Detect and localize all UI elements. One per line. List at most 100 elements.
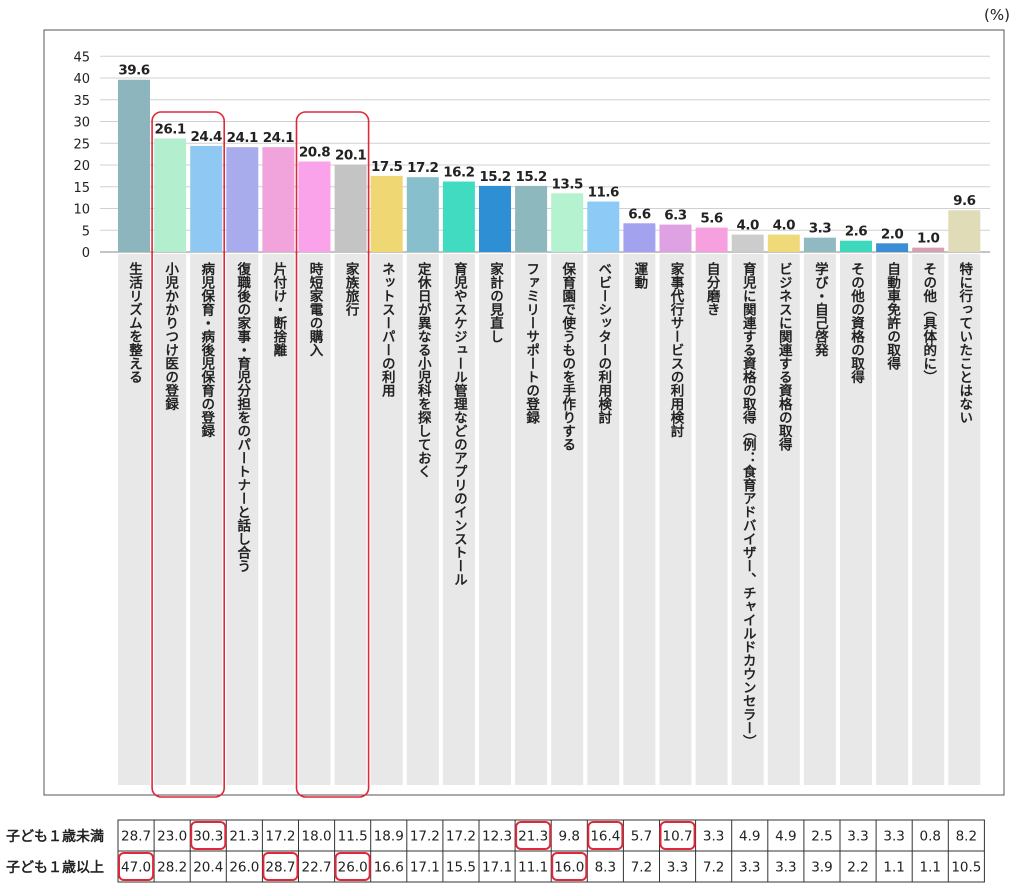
category-label-background	[876, 254, 909, 785]
bar-value-label: 24.4	[191, 129, 222, 145]
category-label-background	[551, 254, 584, 785]
category-label: 片付け・断捨離	[270, 262, 287, 357]
table-cell: 21.3	[229, 829, 259, 845]
category-label: 生活リズムを整える	[126, 262, 142, 384]
bar	[262, 147, 295, 252]
table-cell: 18.0	[302, 829, 332, 845]
category-label: 学び・自己啓発	[811, 262, 828, 357]
table-cell: 0.8	[920, 829, 941, 845]
bar-value-label: 39.6	[118, 63, 149, 79]
bar	[551, 193, 584, 252]
category-label-background	[623, 254, 656, 785]
category-label-background	[515, 254, 548, 785]
table-cell: 11.5	[338, 829, 368, 845]
category-label: 病児保育・病後児保育の登録	[198, 262, 215, 438]
category-label-background	[803, 254, 836, 785]
bar-value-label: 16.2	[443, 165, 474, 181]
category-label: 定休日が異なる小児科を探しておく	[414, 262, 431, 478]
bar	[912, 247, 945, 252]
bar	[370, 175, 403, 252]
category-label-background	[406, 254, 439, 785]
table-cell: 16.4	[590, 829, 620, 845]
table-cell: 2.2	[847, 860, 868, 876]
table-cell: 16.0	[554, 860, 584, 876]
category-label-background	[118, 254, 150, 785]
bar-value-label: 6.6	[628, 206, 651, 222]
bar	[948, 210, 981, 252]
category-label-background	[912, 254, 945, 785]
bar	[731, 234, 764, 252]
category-label: ビジネスに関連する資格の取得	[775, 262, 792, 451]
table-cell: 28.7	[265, 860, 295, 876]
bar-value-label: 24.1	[227, 130, 258, 146]
table-cell: 3.3	[847, 829, 868, 845]
category-label-background	[298, 254, 331, 785]
table-cell: 7.2	[631, 860, 652, 876]
category-label-background	[587, 254, 620, 785]
bar-value-label: 4.0	[736, 218, 759, 234]
bar	[154, 138, 187, 252]
category-label-background	[442, 254, 475, 785]
bar-value-label: 2.6	[845, 224, 868, 240]
table-cell: 17.2	[265, 829, 295, 845]
bar	[876, 243, 909, 252]
y-tick-label: 15	[73, 181, 90, 196]
bar-value-label: 15.2	[479, 169, 510, 185]
table-cell-highlight	[659, 821, 696, 850]
table-cell: 30.3	[193, 829, 223, 845]
bar	[118, 79, 150, 253]
category-label-background	[190, 254, 223, 785]
category-label-background	[767, 254, 800, 785]
category-label: 自分磨き	[703, 262, 720, 316]
bar-value-label: 20.1	[335, 148, 366, 164]
category-label-background	[370, 254, 403, 785]
table-cell: 47.0	[121, 860, 151, 876]
table-cell: 5.7	[631, 829, 652, 845]
bar-value-label: 9.6	[953, 193, 976, 209]
table-cell: 28.7	[121, 829, 151, 845]
bar-value-label: 5.6	[700, 211, 723, 227]
bar	[803, 237, 836, 252]
table-cell: 17.2	[410, 829, 440, 845]
category-label-background	[659, 254, 692, 785]
table-cell: 15.5	[446, 860, 476, 876]
category-label: 保育園で使うものを手作りする	[559, 262, 576, 451]
table-cell: 3.3	[739, 860, 760, 876]
y-tick-label: 0	[82, 246, 90, 261]
table-cell: 21.3	[518, 829, 548, 845]
table-cell-highlight	[587, 821, 624, 850]
table-cell: 26.0	[229, 860, 259, 876]
bar-value-label: 20.8	[299, 145, 330, 161]
table-cell: 17.1	[410, 860, 440, 876]
table-cell: 8.3	[595, 860, 616, 876]
table-cell: 3.3	[667, 860, 688, 876]
bar-value-label: 6.3	[664, 208, 687, 224]
table-cell-highlight	[334, 852, 371, 881]
table-cell: 7.2	[703, 860, 724, 876]
table-cell: 2.5	[811, 829, 832, 845]
table-cell: 10.7	[663, 829, 693, 845]
table-cell: 17.2	[446, 829, 476, 845]
table-cell: 23.0	[157, 829, 187, 845]
table-cell-highlight	[118, 852, 155, 881]
category-label: 復職後の家事・育児分担をのパートナーと話し合う	[234, 262, 251, 573]
table-cell: 22.7	[302, 860, 332, 876]
category-label-background	[731, 254, 764, 785]
table-cell: 20.4	[193, 860, 223, 876]
bar	[695, 227, 728, 252]
bar	[767, 234, 800, 252]
table-cell-highlight	[190, 821, 227, 850]
category-label-background	[695, 254, 728, 785]
category-label: 育児に関連する資格の取得（例：食育アドバイザー、チャイルドカウンセラー）	[739, 262, 756, 748]
category-label-background	[262, 254, 295, 785]
bar	[298, 161, 331, 252]
table-cell: 4.9	[739, 829, 760, 845]
highlight-box	[151, 111, 226, 798]
bar	[659, 224, 692, 252]
table-cell: 26.0	[338, 860, 368, 876]
bar-value-label: 4.0	[773, 218, 796, 234]
bar-value-label: 3.3	[809, 221, 832, 237]
bar	[840, 240, 872, 252]
y-tick-label: 45	[73, 50, 90, 65]
table-cell: 16.6	[374, 860, 404, 876]
